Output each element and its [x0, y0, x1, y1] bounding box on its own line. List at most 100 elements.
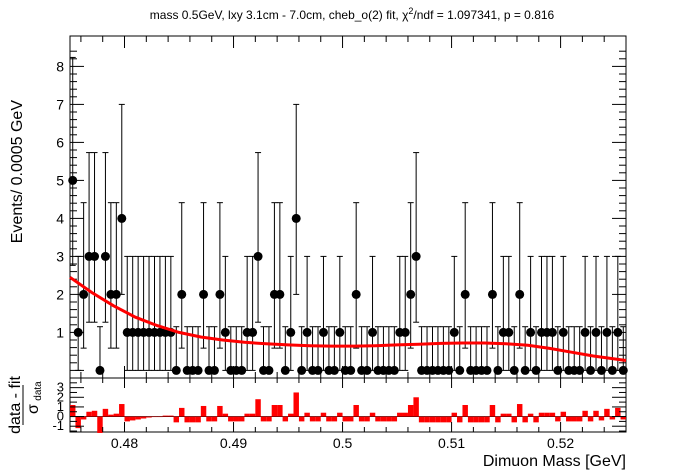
residual-bar — [348, 416, 354, 422]
data-point — [297, 365, 307, 375]
residual-bar — [266, 416, 272, 422]
data-point — [449, 327, 459, 337]
residual-bar — [211, 416, 218, 422]
residual-bar — [331, 416, 338, 422]
residual-label-subscript: data — [33, 381, 44, 401]
residual-bar — [391, 416, 398, 422]
data-point — [215, 289, 225, 299]
residual-bar — [271, 405, 278, 417]
residual-bar — [162, 415, 169, 417]
residual-bar — [533, 416, 539, 423]
data-point — [264, 365, 274, 375]
residual-bar — [189, 416, 196, 423]
residual-label-numerator: data - fit — [7, 376, 24, 434]
y-axis-label: Events/ 0.0005 GeV — [9, 100, 26, 244]
residual-bar — [500, 413, 507, 417]
residual-bar — [113, 413, 120, 417]
y-tick-label: 8 — [56, 58, 64, 74]
x-tick-label: 0.48 — [111, 435, 138, 451]
y-tick-label: 4 — [56, 210, 64, 226]
data-point — [509, 365, 519, 375]
residual-bar — [506, 413, 512, 417]
residual-bar — [413, 397, 419, 417]
residual-bar — [146, 416, 152, 418]
residual-bar — [70, 405, 76, 417]
x-tick-label: 0.49 — [220, 435, 247, 451]
data-point — [73, 327, 83, 337]
residual-bar — [571, 416, 577, 422]
data-point — [280, 365, 290, 375]
data-point — [526, 327, 536, 337]
data-point — [275, 289, 285, 299]
residual-bar — [151, 416, 158, 418]
residual-bar — [538, 412, 545, 417]
residual-bar — [598, 416, 605, 421]
data-point — [79, 289, 89, 299]
data-point — [389, 365, 399, 375]
residual-bar — [418, 416, 425, 423]
data-point — [220, 327, 230, 337]
data-point — [362, 365, 372, 375]
residual-bar — [304, 412, 310, 417]
residual-bar — [457, 416, 463, 423]
data-point — [95, 365, 105, 375]
data-point — [482, 365, 492, 375]
residual-bar — [217, 405, 223, 417]
residual-bar — [566, 416, 572, 422]
residual-bar — [424, 416, 430, 423]
data-point — [199, 289, 209, 299]
residual-bar — [195, 416, 201, 423]
residual-bar — [609, 416, 616, 420]
data-point — [487, 289, 497, 299]
data-point — [100, 251, 110, 261]
residual-label-denominator: σ — [25, 404, 42, 414]
residual-bar — [157, 416, 163, 418]
data-point — [351, 289, 361, 299]
residual-bar — [582, 410, 588, 417]
residual-y-tick-label: 3 — [57, 380, 64, 395]
residual-bar — [527, 413, 534, 417]
y-tick-label: 5 — [56, 172, 64, 188]
residual-bar — [129, 416, 136, 421]
residual-bar — [249, 413, 256, 417]
data-point — [493, 365, 503, 375]
residual-bar — [516, 404, 523, 417]
x-axis-label: Dimuon Mass [GeV] — [483, 453, 626, 470]
y-tick-label: 1 — [56, 324, 64, 340]
x-tick-label: 0.5 — [333, 435, 353, 451]
data-point — [68, 175, 78, 185]
residual-bar — [298, 416, 305, 422]
residual-bar — [75, 416, 81, 429]
residual-bar — [587, 416, 594, 422]
residual-bar — [320, 412, 327, 417]
y-tick-label: 6 — [56, 134, 64, 150]
data-point — [346, 365, 356, 375]
residual-bar — [255, 399, 261, 417]
data-point — [400, 327, 410, 337]
data-point — [177, 289, 187, 299]
residual-bar — [429, 416, 436, 423]
residual-bar — [184, 416, 190, 423]
residual-bar — [440, 416, 447, 423]
residual-bar — [293, 392, 299, 417]
residual-bar — [473, 416, 479, 423]
data-point — [90, 251, 100, 261]
fit-curve — [69, 276, 627, 362]
data-point — [547, 327, 557, 337]
residual-bar — [179, 407, 185, 417]
residual-bar — [108, 414, 114, 417]
data-point — [329, 365, 339, 375]
data-point — [286, 327, 296, 337]
residual-bar — [173, 416, 180, 423]
residual-bar — [544, 412, 550, 417]
data-point — [237, 365, 247, 375]
residual-bar — [358, 416, 365, 422]
data-point — [575, 365, 585, 375]
residual-bar — [222, 413, 229, 417]
residual-bar — [435, 416, 441, 423]
residual-bar — [615, 407, 621, 417]
data-point — [586, 365, 596, 375]
data-point — [111, 289, 121, 299]
residual-bar — [97, 416, 103, 433]
